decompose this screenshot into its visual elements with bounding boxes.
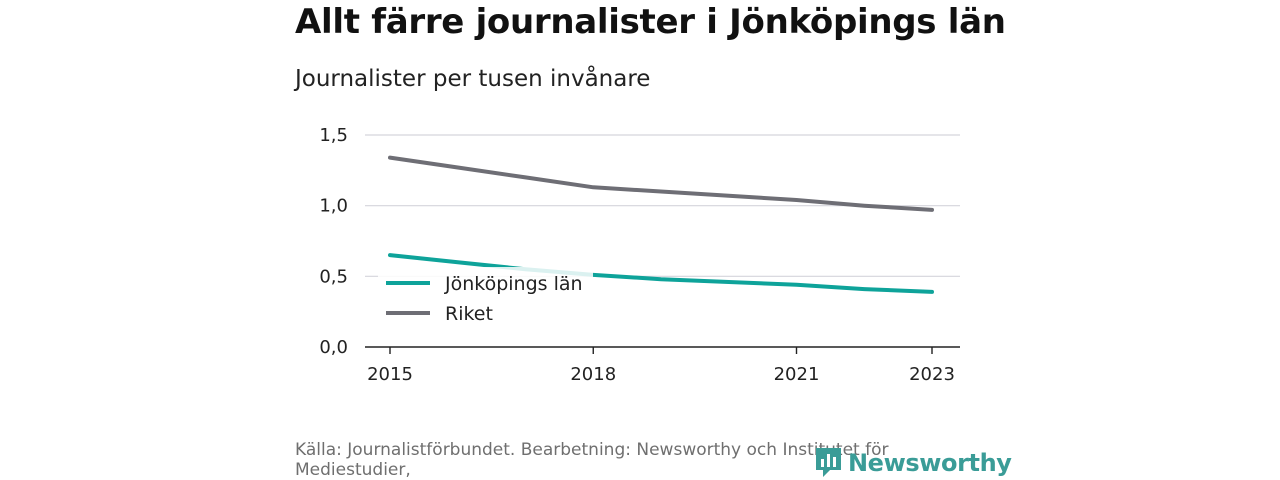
series-lines (388, 155, 934, 294)
legend-background (378, 267, 593, 327)
chart-subtitle: Journalister per tusen invånare (295, 66, 651, 92)
axes: 0,0 0,5 1,0 1,5 2015 2018 2021 2023 (319, 125, 960, 385)
newsworthy-logo-icon (816, 448, 841, 477)
legend: Jönköpings län Riket (378, 267, 593, 327)
series-line (388, 155, 934, 212)
x-tick-label: 2021 (774, 364, 820, 385)
legend-label: Jönköpings län (444, 273, 583, 295)
x-tick-label: 2015 (367, 364, 413, 385)
series-line (388, 253, 934, 294)
brand-name: Newsworthy (848, 449, 1012, 477)
y-tick-label: 1,5 (319, 125, 348, 146)
source-note: Källa: Journalistförbundet. Bearbetning:… (295, 440, 889, 480)
legend-label: Riket (445, 303, 493, 325)
y-tick-label: 1,0 (319, 196, 348, 217)
x-tick-label: 2023 (909, 364, 955, 385)
x-tick-label: 2018 (570, 364, 616, 385)
y-tick-label: 0,5 (319, 266, 348, 287)
brand-logo[interactable]: Newsworthy (814, 446, 1012, 480)
chart-title: Allt färre journalister i Jönköpings län (295, 2, 1006, 42)
y-tick-label: 0,0 (319, 337, 348, 358)
